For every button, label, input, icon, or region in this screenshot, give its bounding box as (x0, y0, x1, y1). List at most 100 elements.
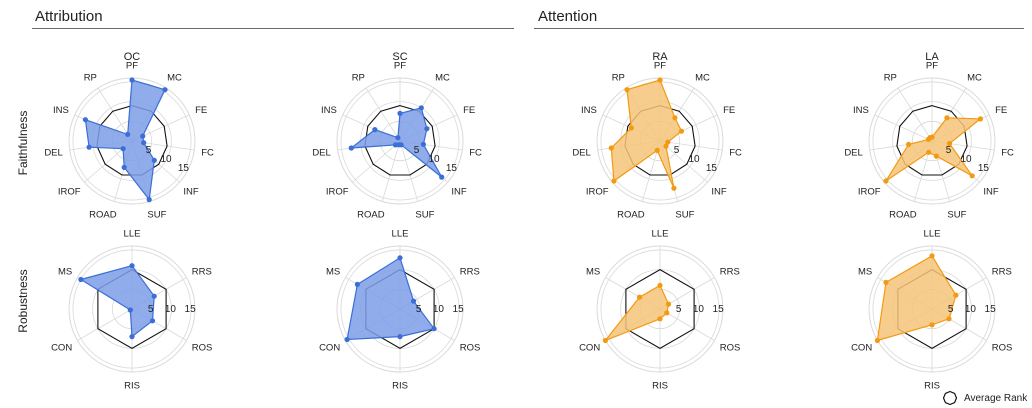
r-tick-label: 5 (676, 304, 682, 315)
axis-label-irof: IROF (858, 186, 881, 197)
axis-label-rrs: RRS (460, 267, 480, 278)
axis-label-suf: SUF (415, 209, 434, 220)
axis-label-ins: INS (853, 105, 869, 116)
data-point-rrs (665, 301, 672, 307)
axis-label-fc: FC (729, 147, 742, 158)
legend-label: Average Rank (964, 392, 1028, 404)
axis-label-pf: PF (926, 61, 938, 72)
axis-label-ms: MS (326, 267, 340, 278)
chart-title: LA (925, 51, 939, 63)
data-point-pf (129, 77, 135, 83)
series-polygon (603, 284, 670, 342)
chart-title: SC (392, 51, 407, 63)
spoke (365, 87, 401, 142)
data-point-inf (439, 174, 445, 180)
data-point-ms (354, 281, 360, 287)
data-point-ros (946, 316, 952, 322)
data-point-inf (969, 173, 975, 179)
data-point-fc (665, 139, 671, 145)
axis-label-lle: LLE (124, 229, 141, 240)
chart-title: OC (124, 51, 141, 63)
axis-label-ros: ROS (460, 343, 481, 354)
data-point-fc (420, 141, 426, 147)
r-tick-label: 15 (978, 163, 990, 174)
spoke (77, 308, 133, 341)
data-point-ms (636, 294, 643, 300)
axis-label-ris: RIS (924, 381, 940, 392)
axis-label-rp: RP (612, 73, 625, 84)
axis-label-ros: ROS (992, 343, 1013, 354)
axis-label-mc: MC (695, 73, 710, 84)
data-point-irof (120, 146, 126, 152)
axis-label-ms: MS (586, 267, 600, 278)
axis-label-irof: IROF (586, 186, 609, 197)
data-point-rp (395, 135, 401, 141)
average-rank-polygon (364, 105, 436, 176)
data-point-fe (977, 116, 984, 122)
axis-label-mc: MC (435, 73, 450, 84)
r-tick-label: 15 (706, 163, 718, 174)
r-tick-label: 15 (446, 163, 458, 174)
axis-label-con: CON (51, 343, 72, 354)
r-tick-label: 15 (178, 163, 190, 174)
radar-chart-sc: 5 10 15 PF MC FE FC INF SUF ROAD IROF DEL INS RP SC (312, 51, 482, 220)
axis-label-del: DEL (572, 147, 590, 158)
data-point-mc (672, 115, 678, 121)
data-point-ms (883, 279, 889, 285)
data-point-rrs (411, 298, 417, 304)
spoke (381, 140, 401, 202)
data-point-road (121, 164, 127, 170)
data-point-del (906, 141, 912, 147)
axis-label-con: CON (579, 343, 600, 354)
axis-label-mc: MC (167, 73, 182, 84)
data-point-ris (129, 334, 135, 340)
data-point-ins (372, 127, 378, 133)
data-point-pf (397, 110, 403, 116)
data-point-rp (927, 135, 933, 141)
section-title-attribution: Attribution (35, 8, 103, 25)
data-point-inf (663, 143, 669, 149)
data-point-rrs (151, 293, 157, 299)
data-point-ris (929, 322, 935, 328)
axis-label-ros: ROS (192, 343, 213, 354)
average-rank-polygon (625, 268, 695, 350)
data-point-irof (392, 142, 399, 148)
axis-label-road: ROAD (357, 209, 385, 220)
r-tick-label: 10 (428, 154, 440, 165)
data-point-ris (397, 334, 403, 340)
r-tick-label: 15 (453, 304, 465, 315)
r-tick-label: 5 (674, 145, 680, 156)
data-point-con (344, 336, 350, 343)
axis-label-ms: MS (58, 267, 72, 278)
legend: Average Rank (942, 390, 1027, 406)
data-point-ros (149, 318, 156, 324)
r-tick-label: 15 (713, 304, 725, 315)
axis-label-fc: FC (201, 147, 214, 158)
axis-label-suf: SUF (147, 209, 166, 220)
radar-chart-oc: 5 10 15 PF MC FE FC INF SUF ROAD IROF DEL INS RP OC (44, 51, 214, 220)
data-point-fc (141, 140, 147, 146)
series-polygon (84, 79, 166, 202)
axis-label-mc: MC (967, 73, 982, 84)
radar-chart-robustness-7: 5 10 15 LLE RRS ROS RIS CON MS (851, 229, 1012, 392)
axis-label-ins: INS (321, 105, 337, 116)
data-point-ros (431, 326, 437, 332)
radar-chart-la: 5 10 15 PF MC FE FC INF SUF ROAD IROF DEL INS RP LA (844, 51, 1014, 220)
section-title-attention: Attention (538, 8, 598, 25)
data-point-fc (946, 140, 953, 147)
axis-label-rrs: RRS (720, 267, 740, 278)
r-tick-label: 15 (985, 304, 997, 315)
axis-label-fe: FE (463, 105, 475, 116)
data-point-mc (944, 115, 950, 121)
data-point-irof (883, 178, 889, 184)
axis-label-lle: LLE (924, 229, 941, 240)
r-tick-label: 5 (416, 304, 422, 315)
data-point-con (127, 307, 133, 313)
section-rule-attention (534, 28, 1024, 29)
data-point-irof (611, 178, 617, 184)
radar-chart-robustness-5: 5 10 15 LLE RRS ROS RIS CON MS (319, 229, 480, 392)
axis-label-ris: RIS (652, 381, 668, 392)
data-point-rp (125, 131, 131, 137)
axis-label-road: ROAD (89, 209, 117, 220)
r-tick-label: 5 (148, 304, 154, 315)
